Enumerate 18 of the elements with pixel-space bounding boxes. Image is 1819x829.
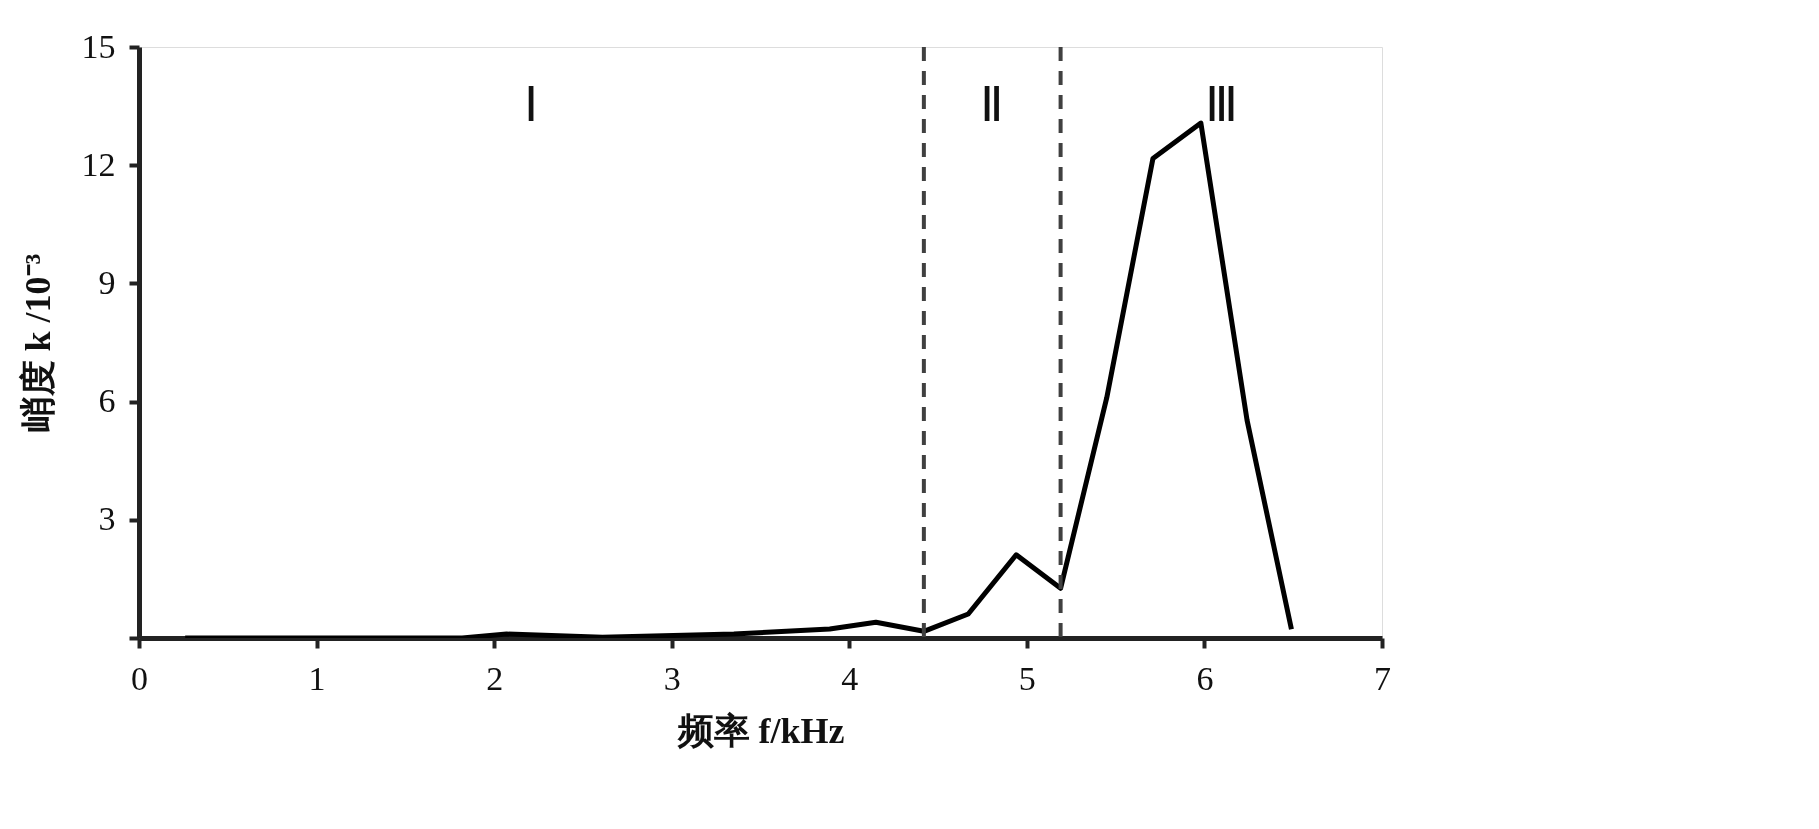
y-tick-label: 15	[81, 27, 116, 65]
y-tick-label: 12	[81, 145, 116, 183]
y-tick-label: 6	[98, 382, 116, 420]
x-tick-label: 4	[841, 659, 859, 697]
y-axis-title: 峭度 k /10⁻³	[17, 253, 58, 433]
x-tick-label: 2	[486, 659, 504, 697]
x-tick-label: 7	[1374, 659, 1391, 697]
x-tick-label: 6	[1196, 659, 1214, 697]
annotation: Ⅰ	[524, 78, 539, 131]
x-axis-title: 频率 f/kHz	[676, 710, 845, 751]
annotation: Ⅲ	[1204, 78, 1238, 131]
x-tick-label: 1	[308, 659, 326, 697]
y-tick-label: 3	[98, 500, 116, 538]
x-tick-label: 5	[1018, 659, 1036, 697]
y-tick-label: 9	[98, 263, 116, 301]
x-tick-label: 3	[663, 659, 681, 697]
x-tick-label: 0	[131, 659, 148, 697]
annotation: Ⅱ	[980, 78, 1005, 131]
